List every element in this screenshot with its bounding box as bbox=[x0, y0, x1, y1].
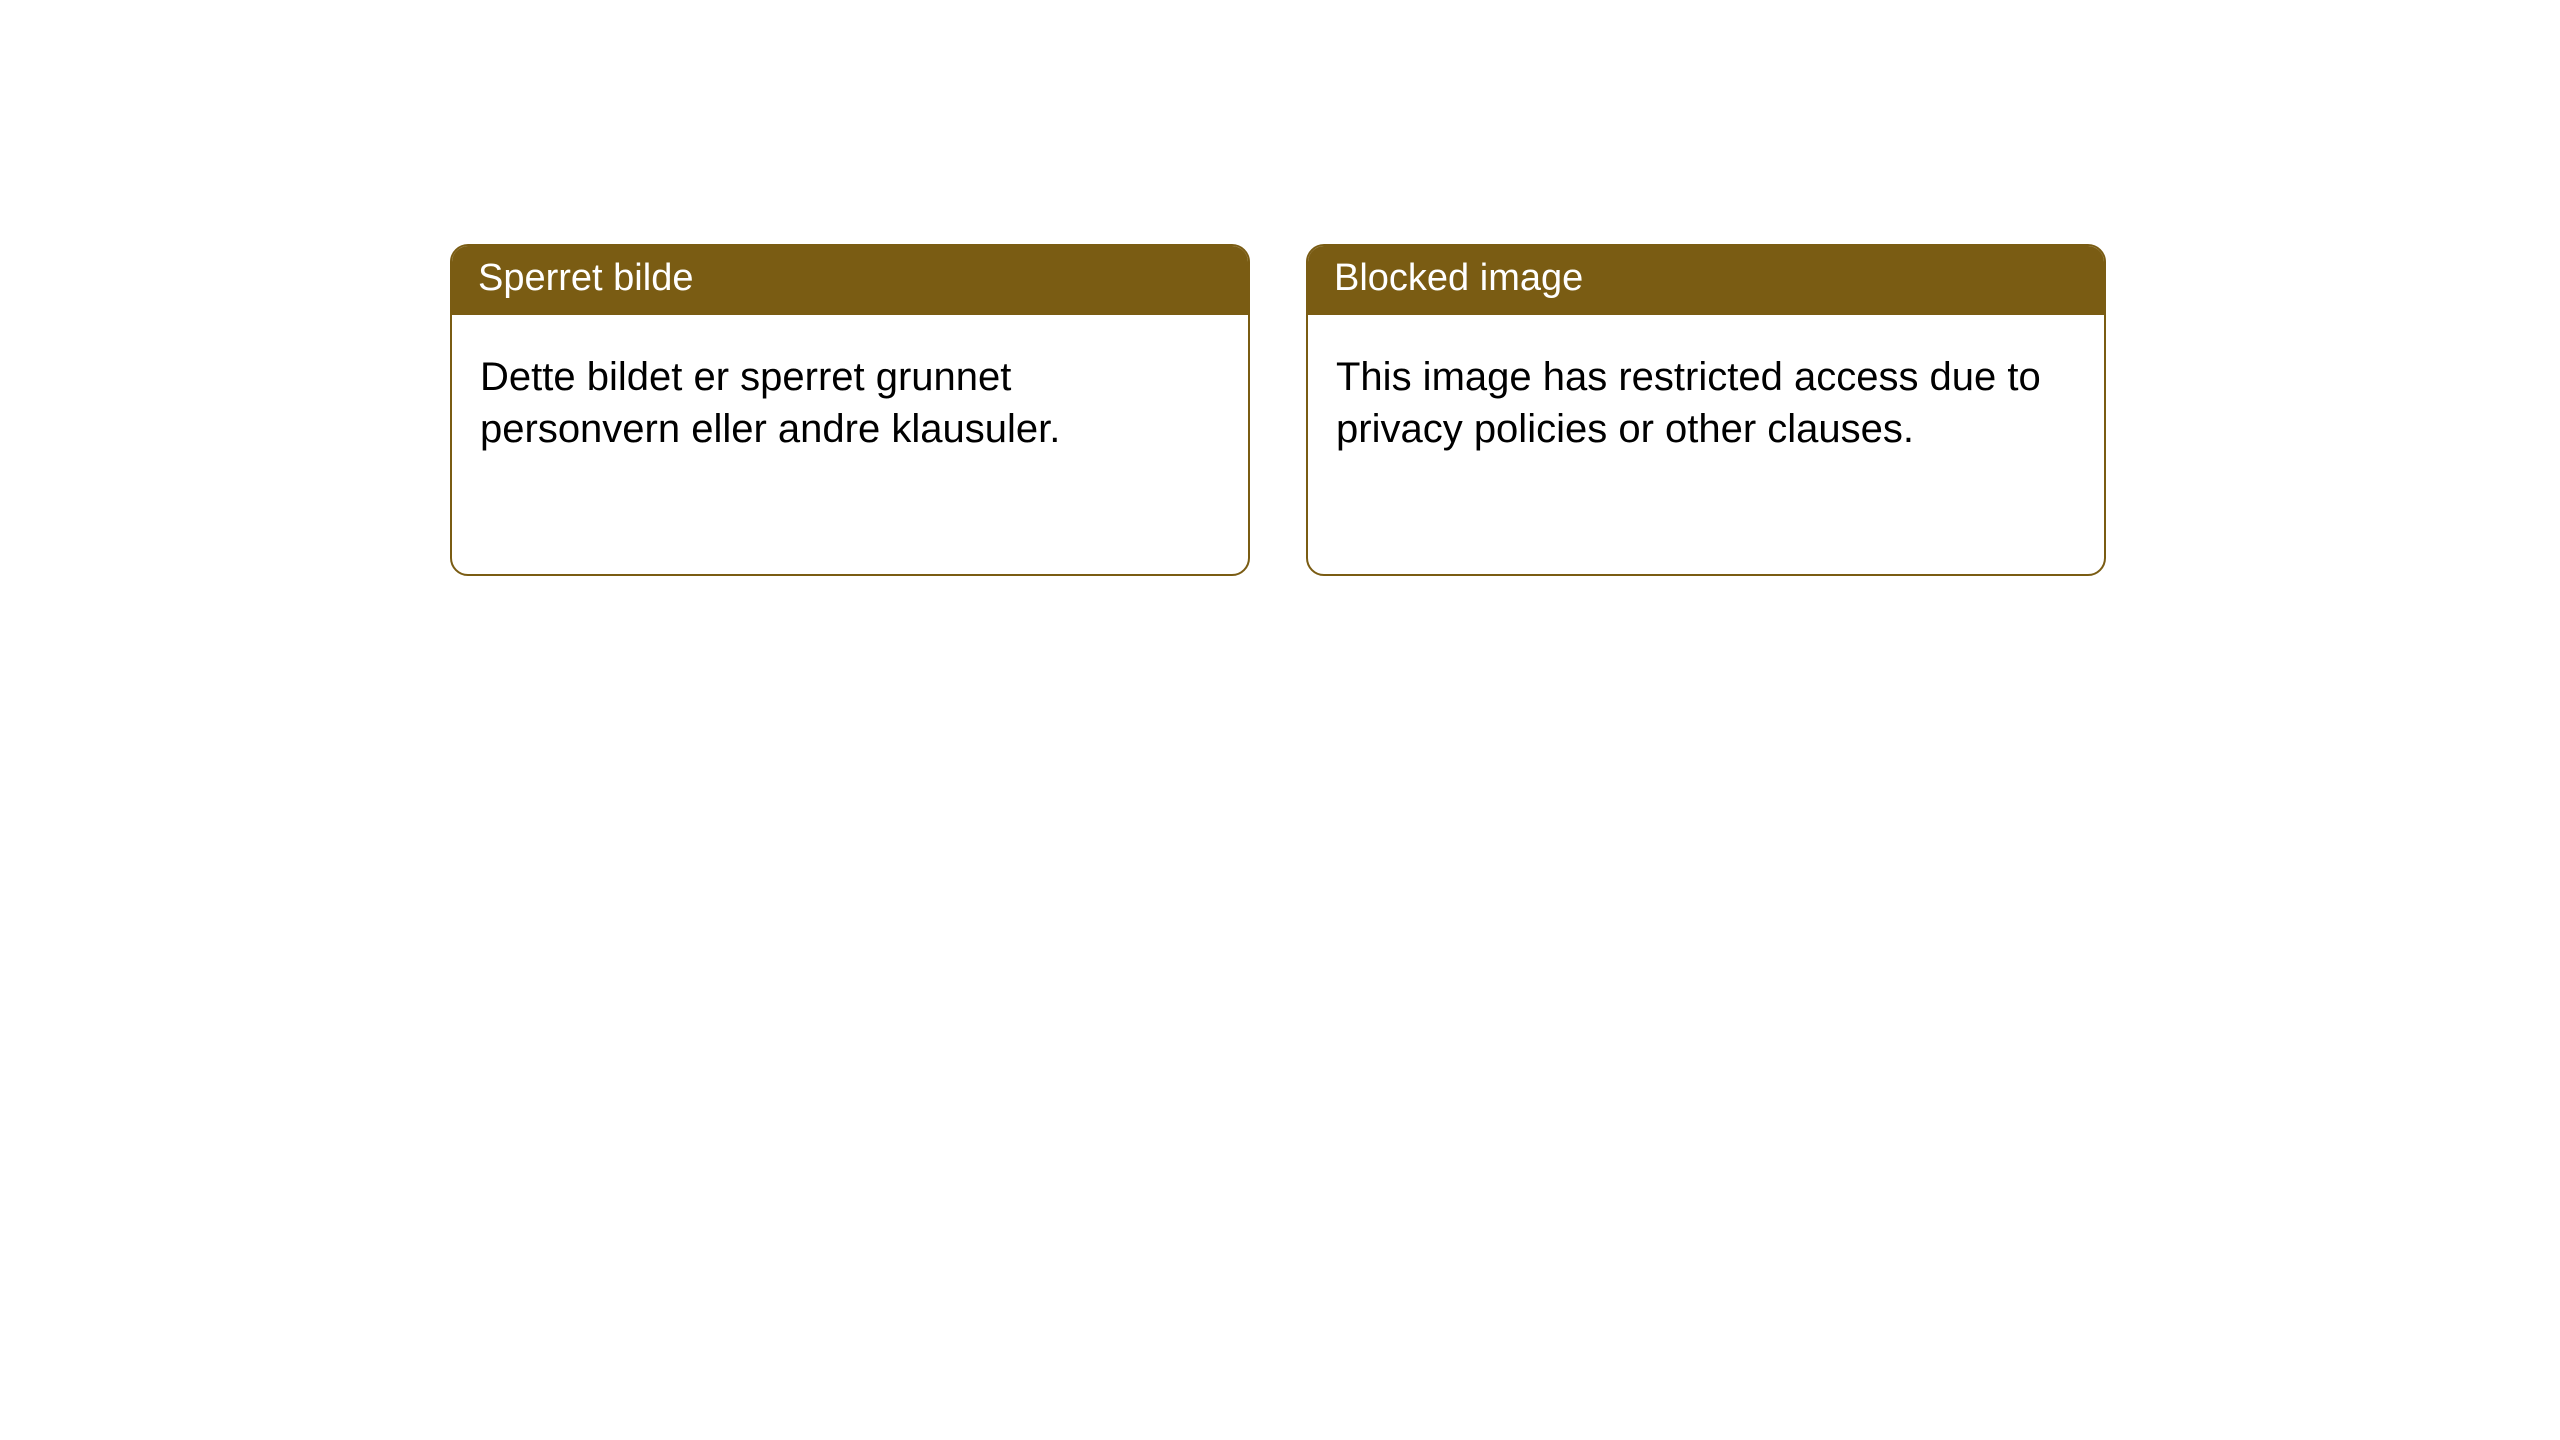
panel-body-english: This image has restricted access due to … bbox=[1308, 315, 2104, 491]
panel-body-text-english: This image has restricted access due to … bbox=[1336, 355, 2041, 451]
panel-title-english: Blocked image bbox=[1334, 257, 1583, 299]
blocked-image-panel-norwegian: Sperret bilde Dette bildet er sperret gr… bbox=[450, 244, 1250, 576]
panel-body-norwegian: Dette bildet er sperret grunnet personve… bbox=[452, 315, 1248, 491]
blocked-image-panel-english: Blocked image This image has restricted … bbox=[1306, 244, 2106, 576]
blocked-image-panels: Sperret bilde Dette bildet er sperret gr… bbox=[450, 244, 2106, 576]
panel-header-norwegian: Sperret bilde bbox=[452, 246, 1248, 315]
panel-title-norwegian: Sperret bilde bbox=[478, 257, 693, 299]
panel-header-english: Blocked image bbox=[1308, 246, 2104, 315]
panel-body-text-norwegian: Dette bildet er sperret grunnet personve… bbox=[480, 355, 1060, 451]
